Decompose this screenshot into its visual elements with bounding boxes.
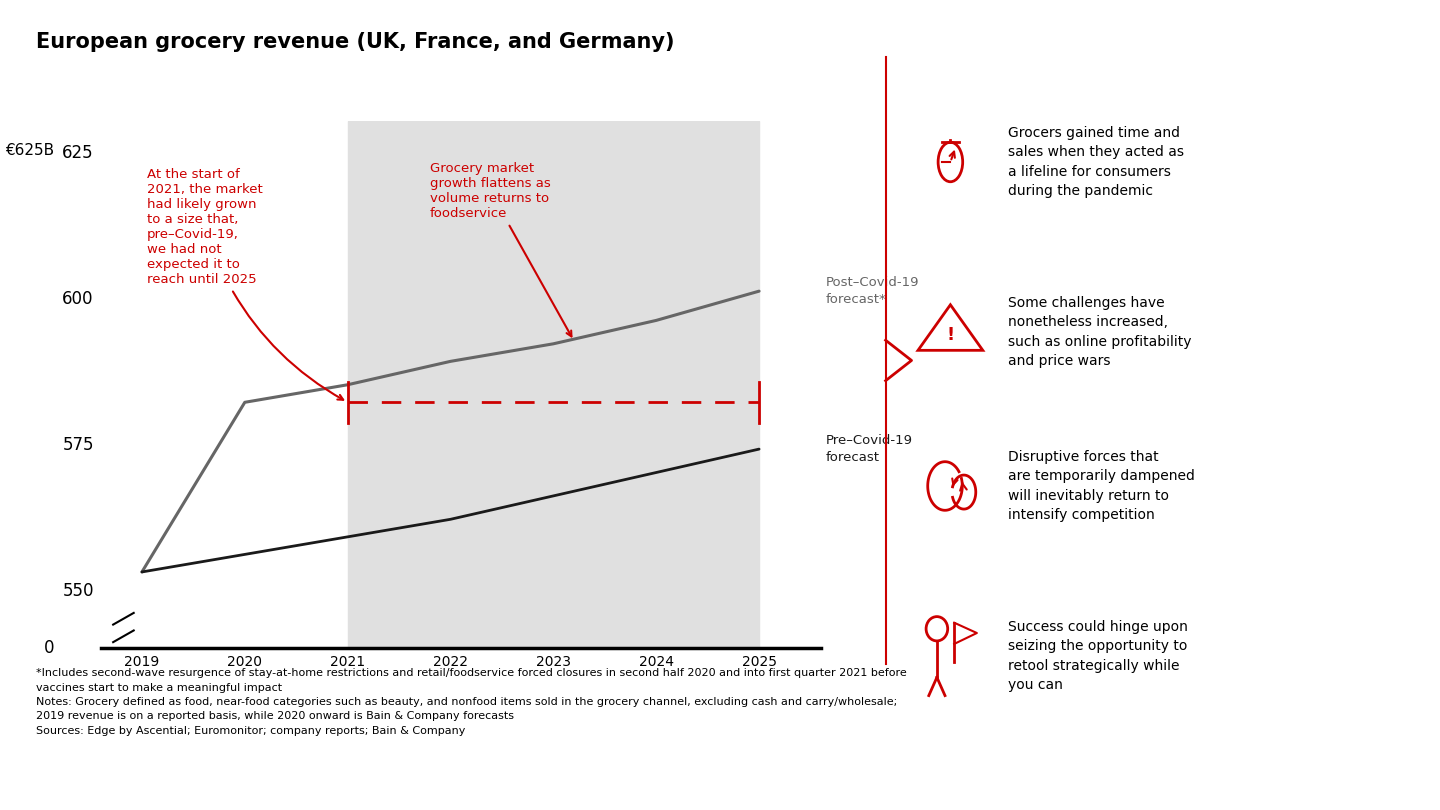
Text: €625B: €625B <box>4 143 55 158</box>
Text: *Includes second-wave resurgence of stay-at-home restrictions and retail/foodser: *Includes second-wave resurgence of stay… <box>36 668 907 735</box>
Text: !: ! <box>946 326 955 344</box>
Text: Pre–Covid-19
forecast: Pre–Covid-19 forecast <box>827 434 913 464</box>
Text: Post–Covid-19
forecast*: Post–Covid-19 forecast* <box>827 276 920 306</box>
Text: Success could hinge upon
seizing the opportunity to
retool strategically while
y: Success could hinge upon seizing the opp… <box>1008 620 1188 693</box>
Text: Grocery market
growth flattens as
volume returns to
foodservice: Grocery market growth flattens as volume… <box>431 163 572 336</box>
Bar <box>347 122 759 648</box>
Text: European grocery revenue (UK, France, and Germany): European grocery revenue (UK, France, an… <box>36 32 674 53</box>
Text: At the start of
2021, the market
had likely grown
to a size that,
pre–Covid-19,
: At the start of 2021, the market had lik… <box>147 168 343 400</box>
Text: Grocers gained time and
sales when they acted as
a lifeline for consumers
during: Grocers gained time and sales when they … <box>1008 126 1184 198</box>
Text: Disruptive forces that
are temporarily dampened
will inevitably return to
intens: Disruptive forces that are temporarily d… <box>1008 450 1195 522</box>
Text: 0: 0 <box>43 639 55 657</box>
Text: Some challenges have
nonetheless increased,
such as online profitability
and pri: Some challenges have nonetheless increas… <box>1008 296 1191 369</box>
